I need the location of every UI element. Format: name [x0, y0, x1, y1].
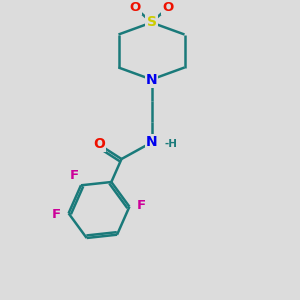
Text: O: O — [93, 137, 105, 151]
Text: F: F — [52, 208, 61, 221]
Text: F: F — [69, 169, 78, 182]
Text: O: O — [162, 1, 174, 14]
Text: S: S — [146, 16, 157, 29]
Text: F: F — [137, 199, 146, 212]
Text: N: N — [146, 136, 157, 149]
Text: -H: -H — [164, 139, 177, 149]
Text: N: N — [146, 73, 157, 86]
Text: O: O — [129, 1, 141, 14]
